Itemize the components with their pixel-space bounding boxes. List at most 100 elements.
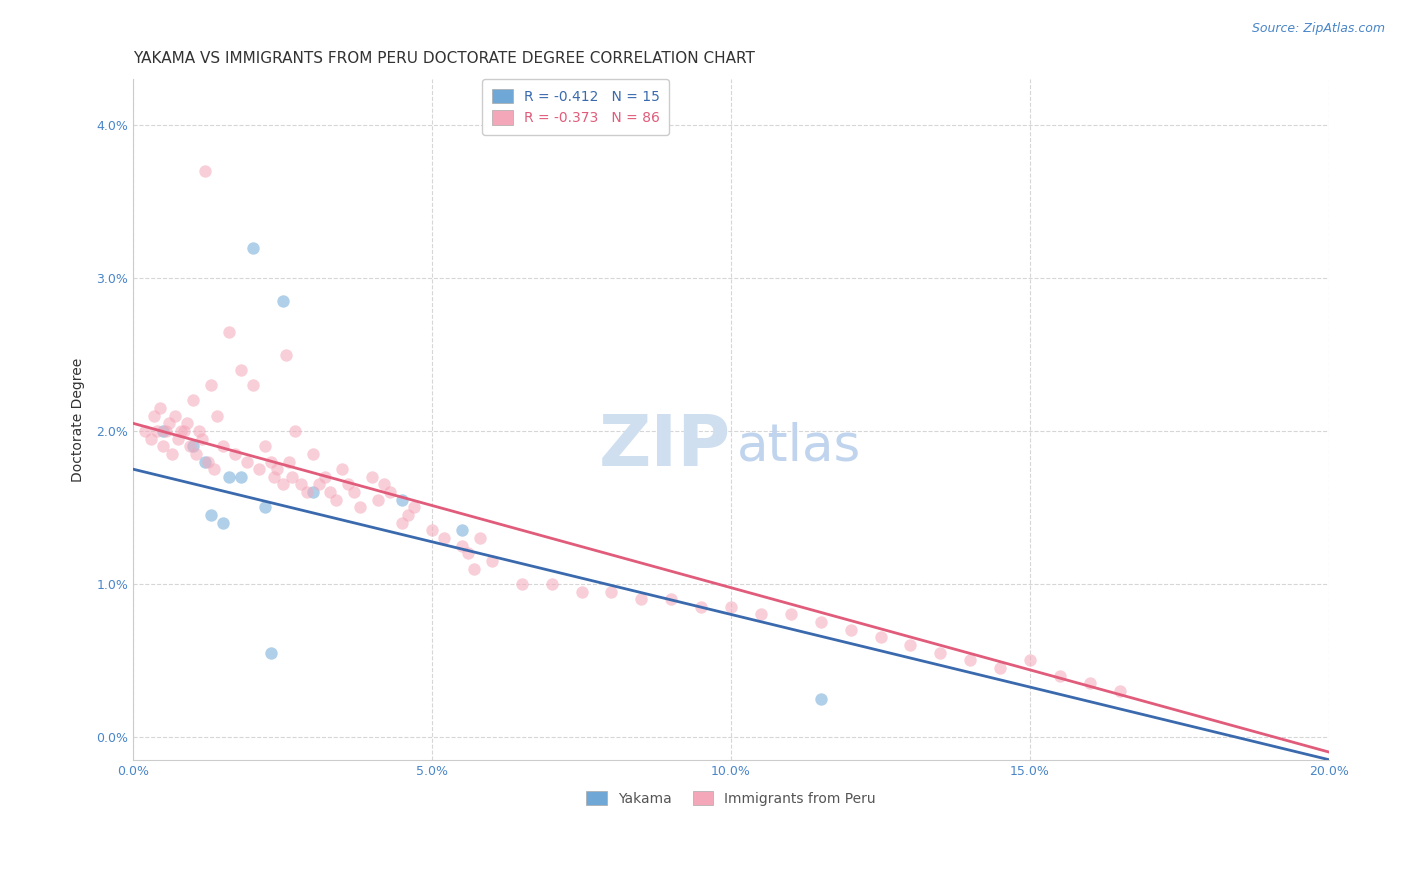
Point	[197, 454, 219, 468]
Point	[173, 424, 195, 438]
Point	[205, 409, 228, 423]
Text: YAKAMA VS IMMIGRANTS FROM PERU DOCTORATE DEGREE CORRELATION CHART: YAKAMA VS IMMIGRANTS FROM PERU DOCTORATE…	[134, 51, 755, 66]
Point	[396, 508, 419, 522]
Point	[260, 646, 283, 660]
Point	[242, 240, 264, 254]
Point	[959, 653, 981, 667]
Point	[373, 477, 395, 491]
Point	[332, 462, 354, 476]
Point	[157, 417, 180, 431]
Point	[212, 439, 235, 453]
Point	[146, 424, 169, 438]
Text: atlas: atlas	[737, 422, 862, 472]
Point	[630, 592, 652, 607]
Point	[181, 393, 204, 408]
Point	[367, 492, 389, 507]
Legend: Yakama, Immigrants from Peru: Yakama, Immigrants from Peru	[578, 782, 884, 814]
Point	[271, 293, 294, 308]
Point	[391, 492, 413, 507]
Point	[319, 485, 342, 500]
Point	[218, 325, 240, 339]
Point	[141, 432, 163, 446]
Point	[571, 584, 593, 599]
Point	[481, 554, 503, 568]
Point	[391, 516, 413, 530]
Point	[165, 409, 187, 423]
Point	[212, 516, 235, 530]
Point	[314, 470, 336, 484]
Point	[200, 508, 222, 522]
Point	[810, 691, 832, 706]
Point	[463, 561, 485, 575]
Point	[176, 417, 198, 431]
Point	[194, 164, 217, 178]
Point	[271, 477, 294, 491]
Point	[301, 485, 323, 500]
Point	[247, 462, 270, 476]
Point	[404, 500, 426, 515]
Point	[143, 409, 166, 423]
Point	[451, 524, 474, 538]
Point	[420, 524, 443, 538]
Point	[720, 599, 742, 614]
Point	[188, 424, 211, 438]
Point	[179, 439, 201, 453]
Point	[229, 470, 252, 484]
Point	[690, 599, 713, 614]
Point	[600, 584, 623, 599]
Point	[229, 363, 252, 377]
Point	[380, 485, 402, 500]
Point	[160, 447, 183, 461]
Point	[433, 531, 456, 545]
Point	[149, 401, 172, 415]
Point	[659, 592, 682, 607]
Point	[510, 577, 533, 591]
Point	[1049, 668, 1071, 682]
Point	[167, 432, 190, 446]
Point	[343, 485, 366, 500]
Point	[810, 615, 832, 629]
Point	[202, 462, 225, 476]
Point	[242, 378, 264, 392]
Point	[1078, 676, 1101, 690]
Point	[152, 439, 174, 453]
Point	[155, 424, 177, 438]
Point	[301, 447, 323, 461]
Point	[191, 432, 214, 446]
Point	[308, 477, 330, 491]
Text: Source: ZipAtlas.com: Source: ZipAtlas.com	[1251, 22, 1385, 36]
Point	[236, 454, 259, 468]
Text: ZIP: ZIP	[599, 412, 731, 481]
Point	[749, 607, 772, 622]
Point	[337, 477, 360, 491]
Point	[260, 454, 283, 468]
Point	[1108, 684, 1130, 698]
Point	[194, 454, 217, 468]
Point	[134, 424, 156, 438]
Point	[869, 631, 891, 645]
Y-axis label: Doctorate Degree: Doctorate Degree	[72, 358, 86, 482]
Point	[253, 439, 276, 453]
Point	[540, 577, 562, 591]
Point	[361, 470, 384, 484]
Point	[1019, 653, 1042, 667]
Point	[900, 638, 922, 652]
Point	[779, 607, 801, 622]
Point	[170, 424, 193, 438]
Point	[325, 492, 347, 507]
Point	[468, 531, 491, 545]
Point	[224, 447, 246, 461]
Point	[253, 500, 276, 515]
Point	[152, 424, 174, 438]
Point	[274, 347, 297, 361]
Point	[181, 439, 204, 453]
Point	[266, 462, 288, 476]
Point	[839, 623, 862, 637]
Point	[988, 661, 1011, 675]
Point	[295, 485, 318, 500]
Point	[280, 470, 302, 484]
Point	[457, 546, 479, 560]
Point	[929, 646, 952, 660]
Point	[290, 477, 312, 491]
Point	[263, 470, 285, 484]
